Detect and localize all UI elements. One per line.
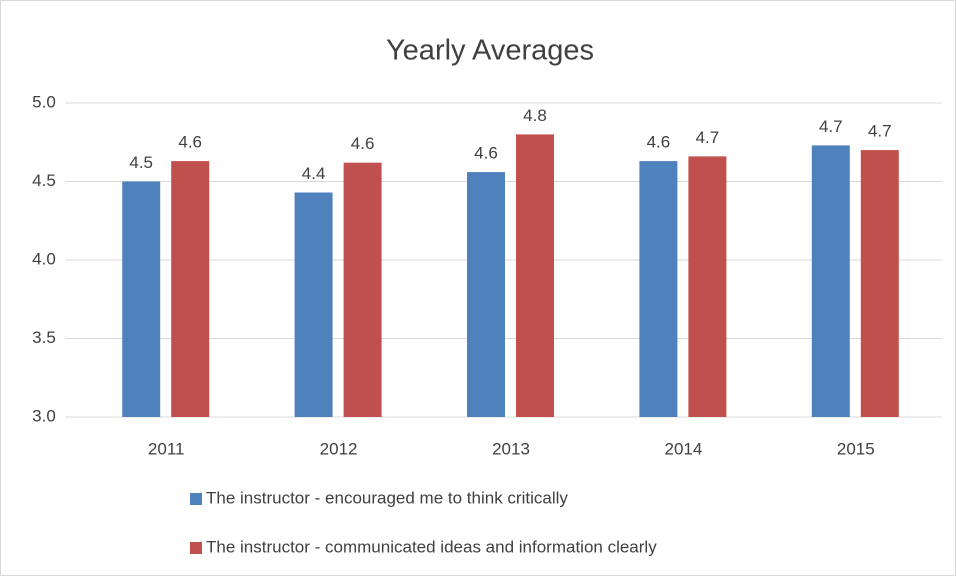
legend-swatch — [190, 493, 202, 505]
data-label: 4.7 — [868, 122, 892, 141]
y-tick-label: 3.0 — [32, 406, 56, 425]
data-label: 4.6 — [647, 133, 671, 152]
x-tick-label: 2011 — [148, 439, 185, 458]
y-tick-label: 3.5 — [32, 328, 56, 347]
chart-title: Yearly Averages — [386, 35, 594, 67]
x-tick-label: 2014 — [664, 439, 702, 458]
bar — [294, 192, 333, 417]
data-label: 4.6 — [351, 134, 375, 153]
data-label: 4.7 — [819, 117, 843, 136]
y-tick-label: 4.0 — [32, 249, 56, 268]
data-label: 4.6 — [474, 144, 498, 163]
y-tick-label: 5.0 — [32, 92, 56, 111]
bar — [122, 181, 161, 417]
legend-label: The instructor - communicated ideas and … — [206, 537, 657, 556]
data-label: 4.6 — [178, 133, 202, 152]
data-label: 4.5 — [129, 153, 153, 172]
bar — [171, 161, 210, 417]
bar — [343, 162, 382, 417]
legend-swatch — [190, 542, 202, 554]
data-label: 4.4 — [302, 164, 326, 183]
bar — [516, 134, 554, 417]
data-label: 4.7 — [696, 128, 720, 147]
bar — [811, 145, 850, 417]
bar — [688, 156, 727, 417]
y-tick-label: 4.5 — [32, 171, 56, 190]
data-label: 4.8 — [523, 106, 547, 125]
x-tick-label: 2013 — [492, 439, 530, 458]
x-tick-label: 2015 — [837, 439, 875, 458]
bar — [467, 172, 505, 417]
bar — [639, 161, 678, 417]
x-tick-label: 2012 — [320, 439, 358, 458]
legend-label: The instructor - encouraged me to think … — [206, 488, 568, 507]
bar — [860, 150, 899, 417]
